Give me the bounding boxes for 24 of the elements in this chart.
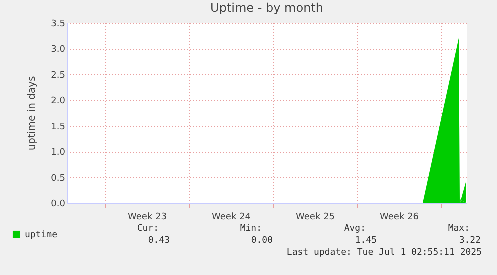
legend-label: uptime: [25, 230, 58, 240]
text: Min:: [240, 224, 262, 234]
y-tick-label: 0.5: [51, 174, 66, 184]
y-tick-label: 1.5: [51, 122, 66, 132]
text: 1.45: [355, 236, 377, 246]
text: 0.00: [251, 236, 273, 246]
text: 0.43: [148, 236, 170, 246]
y-tick-label: 1.0: [51, 148, 66, 158]
y-tick-label: 2.0: [51, 96, 66, 107]
y-tick-label: 0.0: [51, 200, 66, 210]
y-tick-label: 3.0: [51, 45, 66, 56]
x-tick-label: Week 23: [128, 212, 167, 222]
text: Last update: Tue Jul 1 02:55:11 2025: [286, 248, 482, 258]
x-tick-label: Week 24: [212, 212, 252, 222]
y-axis-title: uptime in days: [27, 76, 38, 151]
chart-title: Uptime - by month: [210, 1, 324, 15]
text: Cur:: [137, 224, 159, 234]
y-tick-label: 3.5: [51, 20, 66, 30]
text: Avg:: [344, 224, 366, 234]
text: 3.22: [459, 236, 481, 246]
x-tick-label: Week 25: [296, 212, 335, 222]
y-tick-label: 2.5: [51, 70, 66, 81]
text: Max:: [448, 224, 470, 234]
x-tick-label: Week 26: [380, 212, 420, 222]
